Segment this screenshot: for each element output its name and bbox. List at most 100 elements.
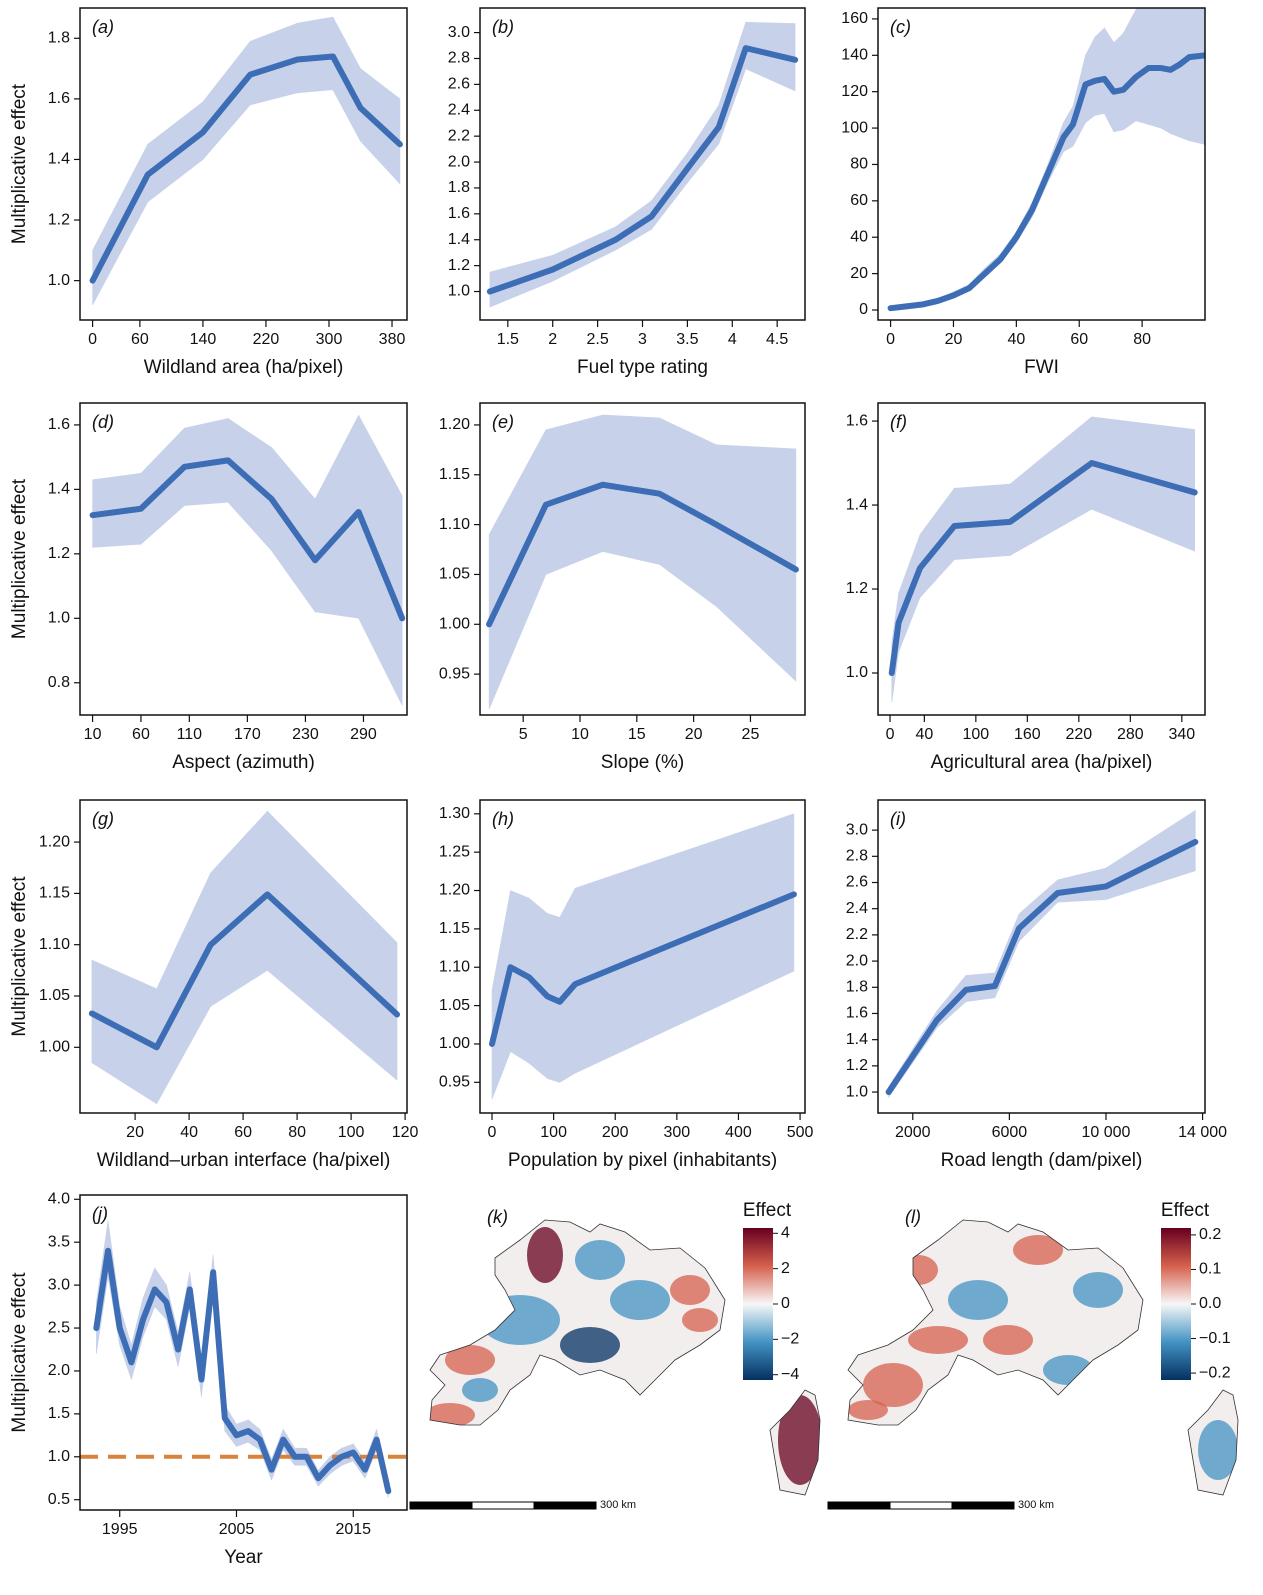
y-tick-label: 1.2: [48, 545, 70, 562]
colorbar-tick-label: 2: [781, 1260, 790, 1277]
plot-frame: [79, 7, 408, 321]
plot-frame: [877, 799, 1206, 1114]
y-tick-label: 60: [850, 192, 868, 209]
y-tick-label: 2.4: [846, 900, 868, 917]
x-axis-label: Wildland area (ha/pixel): [144, 357, 344, 378]
colorbar-tick-label: −4: [781, 1366, 799, 1383]
colorbar-tick-label: 4: [781, 1225, 790, 1242]
y-tick-label: 100: [841, 119, 868, 136]
effect-line: [888, 460, 1198, 677]
plot-area: [80, 1220, 407, 1499]
y-tick-label: 2.0: [448, 153, 470, 170]
x-tick-label: 1995: [102, 1521, 138, 1538]
panel-label: (e): [492, 412, 514, 432]
y-tick-label: 1.00: [439, 1035, 470, 1052]
plot-frame: [877, 402, 1206, 716]
confidence-band: [267, 810, 398, 1081]
scale-bar: [533, 1501, 597, 1510]
colorbar-tick-label: 0.0: [1199, 1295, 1221, 1312]
plot-area: [888, 416, 1198, 703]
x-tick-label: 3.5: [676, 331, 698, 348]
y-tick-label: 1.2: [846, 1057, 868, 1074]
x-tick-label: 2: [548, 331, 557, 348]
y-tick-label: 1.2: [846, 580, 868, 597]
scale-label: 300 km: [1018, 1499, 1054, 1511]
x-tick-label: 60: [131, 331, 149, 348]
colorbar: [1161, 1228, 1191, 1380]
x-tick-label: 14 000: [1178, 1124, 1227, 1141]
x-axis-label: Wildland–urban interface (ha/pixel): [97, 1150, 391, 1171]
y-tick-label: 0: [859, 301, 868, 318]
x-tick-label: 5: [519, 726, 528, 743]
x-tick-label: 10: [84, 726, 102, 743]
colorbar-title: Effect: [743, 1200, 792, 1221]
y-tick-label: 1.4: [846, 496, 868, 513]
x-tick-label: 500: [787, 1124, 814, 1141]
effect-line: [486, 481, 799, 628]
x-tick-label: 300: [663, 1124, 690, 1141]
y-tick-label: 0.8: [48, 674, 70, 691]
effect-line: [489, 891, 797, 1047]
x-tick-label: 3: [638, 331, 647, 348]
island-outline: [769, 1389, 821, 1496]
plot-frame: [479, 402, 806, 716]
x-tick-label: 10 000: [1082, 1124, 1131, 1141]
y-tick-label: 1.15: [439, 920, 470, 937]
panel-label: (l): [905, 1207, 921, 1227]
colorbar-tick-label: −0.2: [1199, 1364, 1231, 1381]
x-tick-label: 120: [392, 1124, 419, 1141]
x-axis-label: Population by pixel (inhabitants): [508, 1150, 777, 1171]
y-tick-label: 1.0: [846, 1083, 868, 1100]
y-tick-label: 1.05: [39, 987, 70, 1004]
panel-label: (k): [487, 1207, 508, 1227]
y-axis-label: Multiplicative effect: [9, 876, 30, 1037]
y-axis-label: Multiplicative effect: [9, 478, 30, 639]
y-tick-label: 1.4: [48, 481, 70, 498]
effect-line: [486, 45, 799, 295]
x-tick-label: 2.5: [586, 331, 608, 348]
y-tick-label: 1.10: [439, 958, 470, 975]
x-tick-label: 2015: [335, 1521, 371, 1538]
plot-area: [88, 810, 401, 1105]
confidence-band: [227, 417, 272, 552]
y-tick-label: 1.00: [439, 616, 470, 633]
x-axis-label: Year: [224, 1547, 263, 1568]
confidence-band: [574, 813, 795, 1074]
y-tick-label: 20: [850, 265, 868, 282]
y-tick-label: 1.8: [846, 978, 868, 995]
scale-bar: [827, 1501, 891, 1510]
plot-area: [489, 813, 797, 1100]
x-tick-label: 60: [1070, 331, 1088, 348]
confidence-band: [1105, 809, 1196, 900]
y-axis-label: Multiplicative effect: [9, 83, 30, 244]
y-tick-label: 2.0: [846, 952, 868, 969]
y-tick-label: 140: [841, 47, 868, 64]
region-outline: [847, 1219, 1144, 1426]
confidence-band: [1091, 416, 1196, 552]
effect-line: [89, 457, 406, 622]
confidence-band: [1122, 9, 1137, 131]
effect-line: [887, 52, 1205, 312]
y-tick-label: 1.05: [439, 566, 470, 583]
y-tick-label: 2.6: [846, 874, 868, 891]
confidence-band: [1094, 27, 1105, 116]
plot-frame: [79, 402, 408, 716]
x-axis-label: Fuel type rating: [577, 357, 708, 378]
y-tick-label: 1.30: [439, 805, 470, 822]
y-tick-label: 1.0: [448, 283, 470, 300]
x-tick-label: 340: [1168, 726, 1195, 743]
plot-area: [89, 16, 403, 305]
panel-label: (h): [492, 809, 514, 829]
x-tick-label: 170: [234, 726, 261, 743]
y-tick-label: 0.95: [439, 1074, 470, 1091]
y-tick-label: 1.20: [439, 416, 470, 433]
y-tick-label: 2.4: [448, 101, 470, 118]
y-tick-label: 1.15: [439, 466, 470, 483]
x-axis-label: Slope (%): [601, 752, 684, 773]
y-tick-label: 1.20: [439, 882, 470, 899]
x-tick-label: 40: [1007, 331, 1025, 348]
x-tick-label: 400: [725, 1124, 752, 1141]
y-tick-label: 1.6: [846, 412, 868, 429]
y-tick-label: 2.2: [846, 926, 868, 943]
y-tick-label: 1.10: [439, 516, 470, 533]
